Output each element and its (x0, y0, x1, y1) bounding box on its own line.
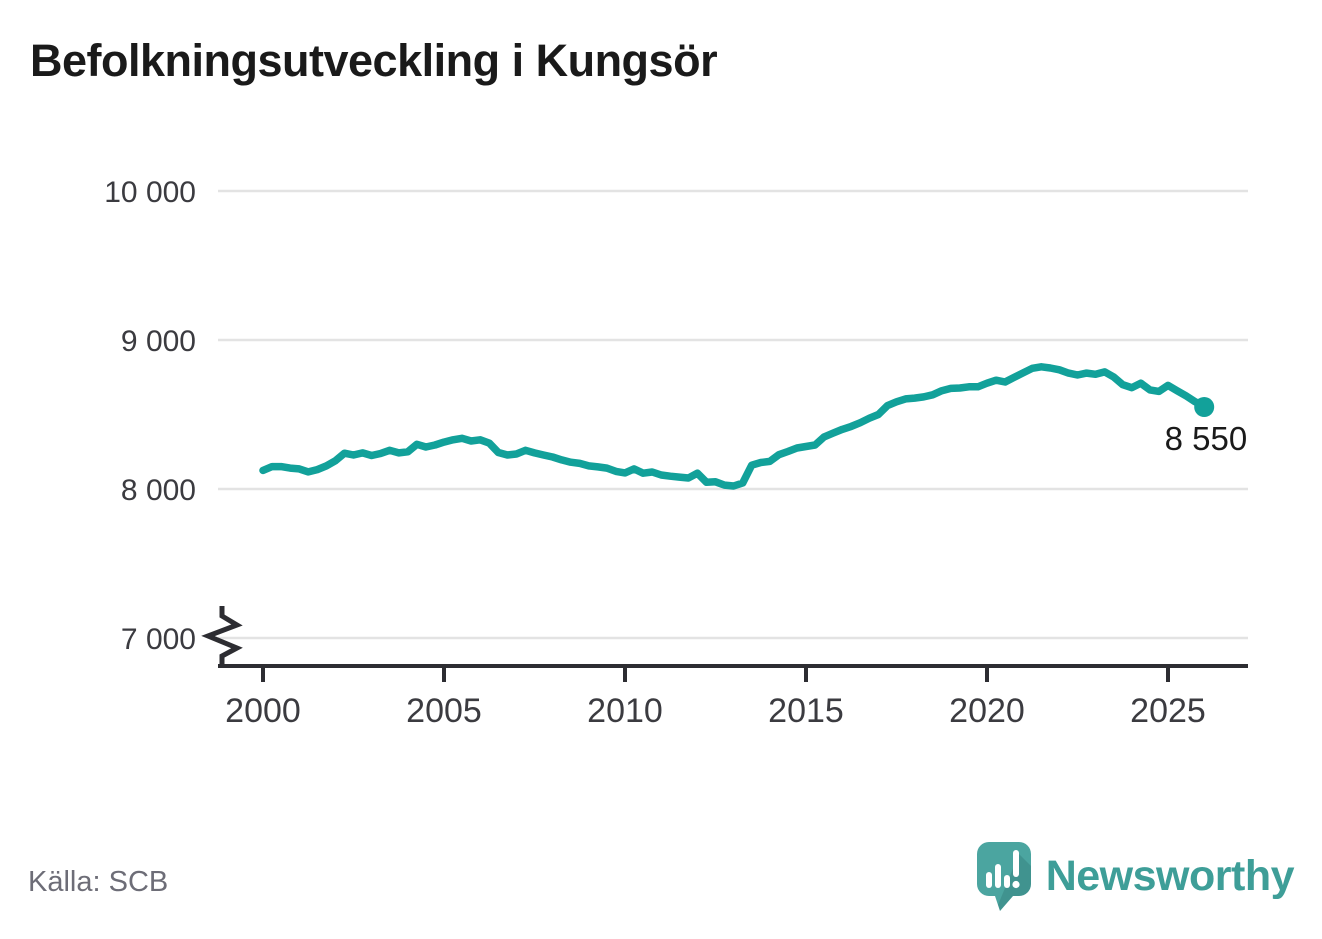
x-axis-ticks (261, 666, 1170, 682)
y-tick-label: 7 000 (121, 623, 196, 656)
x-tick-label: 2000 (225, 692, 301, 730)
latest-value-label: 8 550 (1165, 420, 1248, 457)
x-tick-label: 2025 (1130, 692, 1206, 730)
y-tick-label: 8 000 (121, 474, 196, 507)
x-tick-label: 2015 (768, 692, 844, 730)
x-tick-label: 2005 (406, 692, 482, 730)
y-tick-label: 9 000 (121, 325, 196, 358)
logo-bars-icon (985, 850, 1020, 889)
newsworthy-logo-icon (976, 842, 1031, 911)
population-line (259, 363, 1208, 490)
source-note: Källa: SCB (28, 866, 169, 898)
y-axis-labels: 10 000 9 000 8 000 7 000 (104, 176, 196, 656)
gridlines (218, 189, 1248, 640)
x-tick-label: 2020 (949, 692, 1025, 730)
y-axis-break-icon (201, 606, 243, 666)
page-title: Befolkningsutveckling i Kungsör (30, 35, 718, 86)
brand-name: Newsworthy (1045, 852, 1295, 900)
latest-value-dot (1194, 397, 1215, 417)
y-tick-label: 10 000 (104, 176, 196, 209)
x-axis-labels: 2000 2005 2010 2015 2020 2025 (225, 692, 1206, 730)
newsworthy-branding: Newsworthy (976, 842, 1295, 922)
x-tick-label: 2010 (587, 692, 663, 730)
